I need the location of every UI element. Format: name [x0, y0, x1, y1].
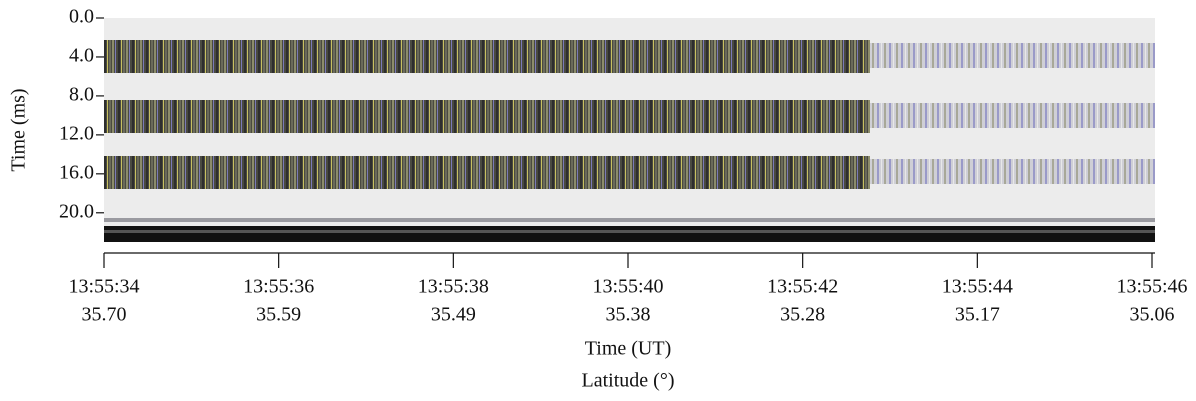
x-axis-label: Time (UT) [585, 338, 671, 360]
x-tick-label: 13:55:46 [1116, 276, 1187, 298]
y-tick-label: 0.0 [69, 6, 94, 28]
y-axis-label: Time (ms) [8, 88, 30, 171]
y-tick-label: 8.0 [69, 84, 94, 106]
latitude-label: 35.70 [82, 304, 127, 326]
latitude-label: 35.38 [606, 304, 651, 326]
x-tick-label: 13:55:40 [592, 276, 663, 298]
x-tick-label: 13:55:36 [243, 276, 314, 298]
x-tick-label: 13:55:38 [418, 276, 489, 298]
y-tick-label: 4.0 [69, 45, 94, 67]
radargram-image [104, 18, 1155, 242]
x-tick-label: 13:55:42 [767, 276, 838, 298]
x-tick-label: 13:55:44 [942, 276, 1013, 298]
latitude-label: 35.06 [1130, 304, 1175, 326]
x2-axis-label: Latitude (°) [582, 370, 675, 392]
x-tick-label: 13:55:34 [68, 276, 139, 298]
latitude-label: 35.28 [780, 304, 825, 326]
latitude-label: 35.59 [256, 304, 301, 326]
y-tick-label: 12.0 [59, 122, 94, 144]
latitude-label: 35.17 [955, 304, 1000, 326]
y-tick-label: 20.0 [59, 200, 94, 222]
y-tick-label: 16.0 [59, 161, 94, 183]
latitude-label: 35.49 [431, 304, 476, 326]
